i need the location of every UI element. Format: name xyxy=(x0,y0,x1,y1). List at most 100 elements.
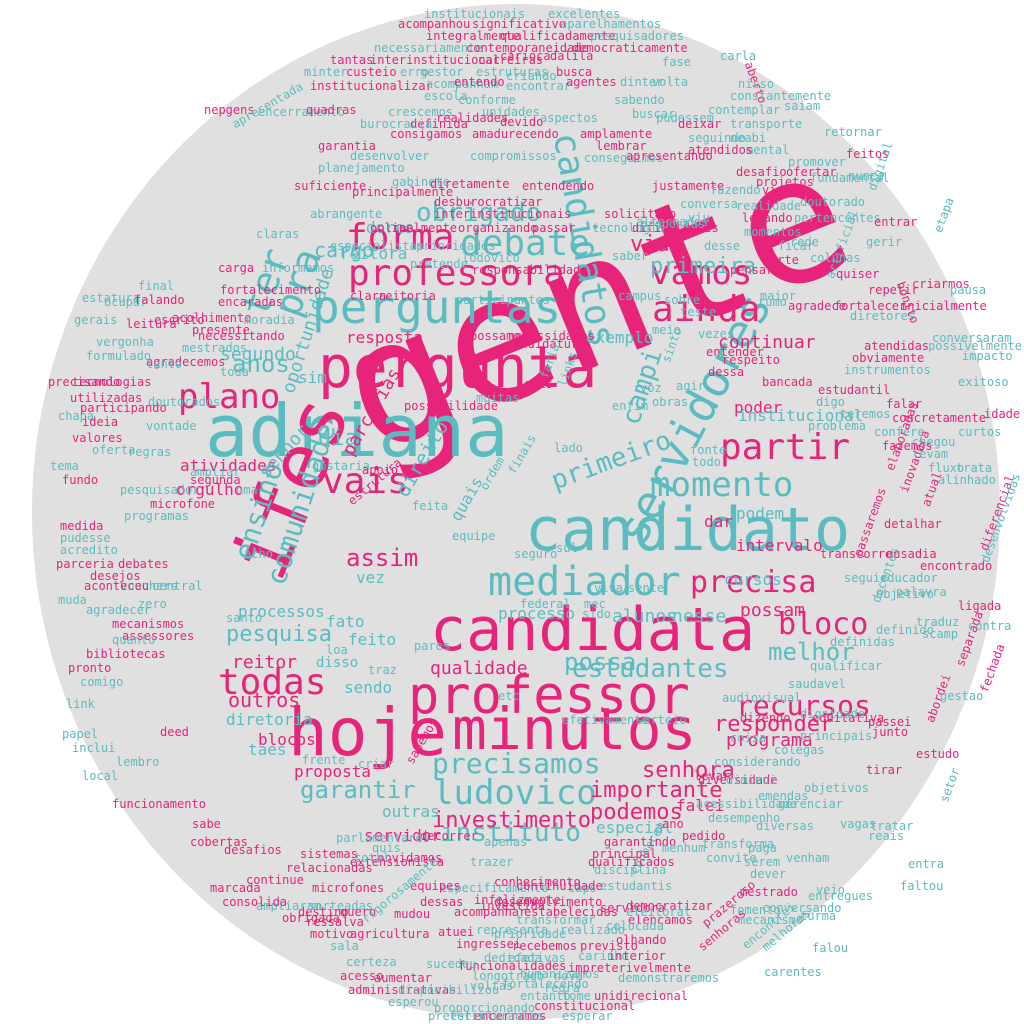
word-previsto: previsto xyxy=(580,939,638,953)
word-proposta: proposta xyxy=(294,762,372,781)
word-dores: dores xyxy=(366,218,415,237)
word-ideia: ideia xyxy=(82,415,119,429)
word-prioridade: prioridade xyxy=(494,927,567,941)
word-consolida: consolida xyxy=(222,895,288,909)
word-final: final xyxy=(138,279,175,293)
word-clara: clara xyxy=(350,289,387,303)
word-marcada: marcada xyxy=(210,881,261,895)
word-entanto: entanto xyxy=(520,989,571,1003)
word-objetivos: objetivos xyxy=(804,781,870,795)
word-significativo: significativo xyxy=(472,17,566,31)
word-plano: plano xyxy=(178,377,281,417)
word-entra: entra xyxy=(908,857,945,871)
word-possam: possam xyxy=(740,600,806,621)
word-perguntas: perguntas xyxy=(312,280,562,334)
word-carinho: carinho xyxy=(578,949,629,963)
word-unidades: unidades xyxy=(482,105,540,119)
word-ousadia: ousadia xyxy=(886,547,937,561)
word-outros: outros xyxy=(228,688,301,712)
word-vontade: vontade xyxy=(146,419,197,433)
word-obviamente: obviamente xyxy=(852,351,925,365)
word-saiam: saiam xyxy=(784,99,821,113)
word-pergunta: pergunta xyxy=(318,333,598,401)
word-dessas: dessas xyxy=(420,895,464,909)
word-democraticamente: democraticamente xyxy=(572,41,688,55)
word-reais: reais xyxy=(868,829,905,843)
word-anos: anos xyxy=(232,350,290,378)
word-investida: investida xyxy=(480,899,546,913)
word-fechada: fechada xyxy=(977,642,1008,695)
word-necessitando: necessitando xyxy=(198,329,285,343)
word-melhor: melhor xyxy=(768,638,855,666)
word-diretamente: diretamente xyxy=(430,177,510,191)
word-federal: federal xyxy=(520,597,571,611)
word-diversas: diversas xyxy=(756,819,814,833)
word-levar: levar xyxy=(694,769,731,783)
word-possibilidade: possibilidade xyxy=(404,399,498,413)
word-mudou: mudou xyxy=(394,907,431,921)
word-emendas: emendas xyxy=(758,789,809,803)
word-responder: responder xyxy=(714,712,834,737)
word-trata: trata xyxy=(956,461,993,475)
word-erro: erro xyxy=(400,65,429,79)
word-funcionamento: funcionamento xyxy=(112,797,206,811)
word-vagas: vagas xyxy=(840,817,877,831)
word-desenvolver: desenvolver xyxy=(350,149,430,163)
word-criarmos: criarmos xyxy=(912,277,970,291)
word-efetivas: efetivas xyxy=(508,951,566,965)
word-demonstraremos: demonstraremos xyxy=(618,971,720,985)
word-encontrar: encontrar xyxy=(506,79,572,93)
word-turma: turma xyxy=(800,909,837,923)
word-preferir: preferir xyxy=(428,1009,486,1023)
word-aconteceu: aconteceu xyxy=(84,579,150,593)
word-alternados: alternados xyxy=(636,215,709,229)
word-professor: professor xyxy=(408,666,690,726)
word-orgulho: orgulho xyxy=(176,480,244,499)
word-voltas: voltas xyxy=(470,979,514,993)
word-partir: partir xyxy=(720,427,851,468)
word-faltou: faltou xyxy=(900,879,944,893)
word-microfone: microfone xyxy=(150,497,216,511)
word-conseguimos: conseguimos xyxy=(584,151,664,165)
word-doutorado: doutorado xyxy=(800,195,866,209)
word-dedicada: dedicada xyxy=(484,951,542,965)
word-prioridades: prioridades xyxy=(416,239,496,253)
word-chegou: chegou xyxy=(912,435,956,449)
word-sente: sente xyxy=(628,581,665,595)
word-curtos: curtos xyxy=(958,425,1002,439)
word-esperou: esperou xyxy=(388,995,439,1009)
word-outras: outras xyxy=(382,802,440,821)
word-agir: agir xyxy=(676,379,705,393)
word-encerramento: encerramento xyxy=(258,105,345,119)
word-chapa: chapa xyxy=(58,409,95,423)
word-concretamente: concretamente xyxy=(892,411,986,425)
word-viu: viu xyxy=(688,211,710,225)
word-objetivo: objetivo xyxy=(876,587,934,601)
word-burocracia: burocracia xyxy=(360,117,433,131)
word-obrigada: obrigada xyxy=(282,911,340,925)
word-conversando: conversando xyxy=(762,901,842,915)
word-ano: ano xyxy=(662,817,684,831)
word-longo: longo xyxy=(472,969,509,983)
word-feito: feito xyxy=(348,630,397,649)
word-podemos: podemos xyxy=(590,800,683,825)
word-vida2: viva xyxy=(594,581,623,595)
word-colocada: colocada xyxy=(606,919,664,933)
word-solicitado: solicitado xyxy=(604,207,677,221)
word-oferta: oferta xyxy=(92,443,136,457)
word-rede: rede xyxy=(790,235,819,249)
word-acredito: acredito xyxy=(60,543,118,557)
word-paga: paga xyxy=(748,841,777,855)
word-contemplar: contemplar xyxy=(708,103,781,117)
word-eleitoral: eleitoral xyxy=(626,905,692,919)
word-passar: passar xyxy=(532,221,576,235)
word-decorrer: decorrer xyxy=(420,829,478,843)
word-mec: mec xyxy=(584,597,606,611)
word-nunca: nunca xyxy=(848,169,885,183)
word-feitos: feitos xyxy=(846,147,890,161)
word-fundamental: fundamental xyxy=(810,171,890,185)
word-propostas: propostas xyxy=(640,217,706,231)
word-importante: importante xyxy=(590,778,723,803)
word-repetir: repetir xyxy=(868,283,919,297)
word-vez: vez xyxy=(356,568,385,587)
